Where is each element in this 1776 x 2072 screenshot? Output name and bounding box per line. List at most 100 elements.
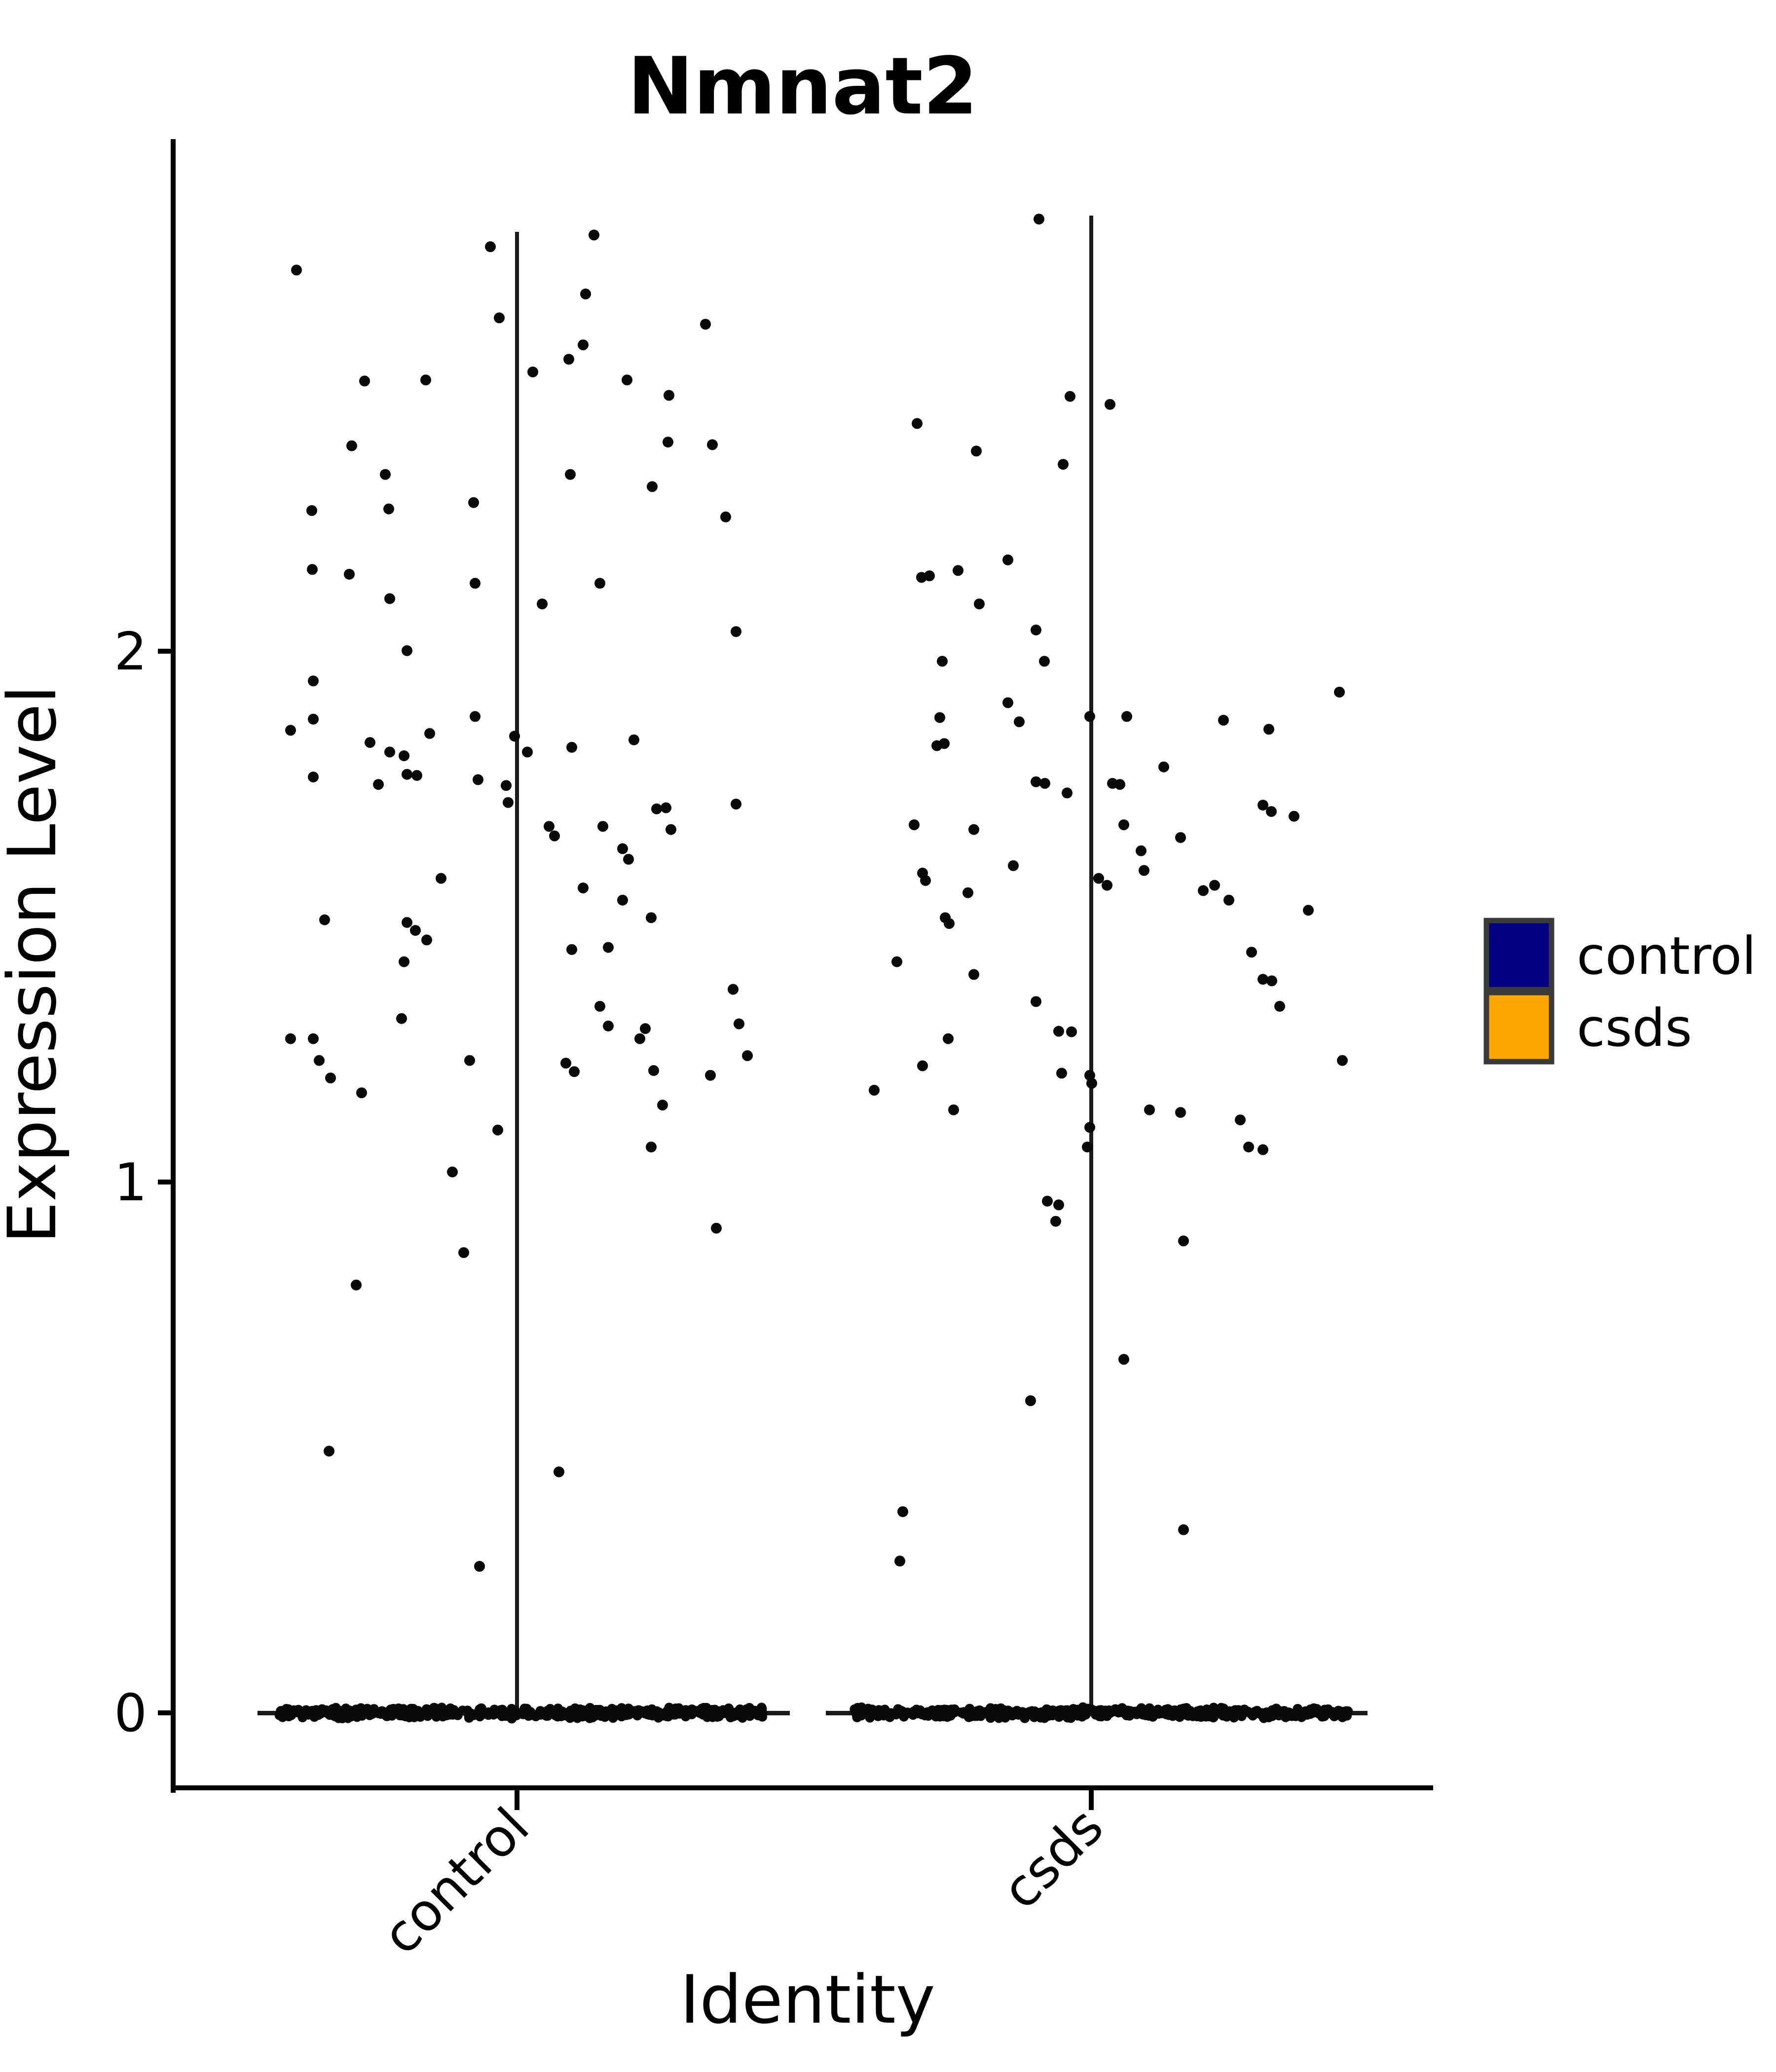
data-point — [351, 1279, 362, 1291]
violin-layer — [258, 214, 1368, 1724]
zero-data-point — [588, 1712, 598, 1723]
data-point — [1178, 1524, 1189, 1535]
data-point — [1274, 1000, 1285, 1012]
zero-data-point — [464, 1713, 474, 1723]
zero-data-point — [1144, 1710, 1154, 1721]
data-point — [1053, 1026, 1064, 1037]
data-point — [664, 390, 674, 401]
y-tick-mark — [158, 1180, 171, 1184]
data-point — [894, 1555, 905, 1567]
data-point — [1031, 625, 1041, 635]
data-point — [707, 439, 718, 450]
data-point — [1042, 1195, 1053, 1207]
data-point — [537, 598, 548, 610]
data-point — [380, 469, 391, 480]
violin-spine — [1089, 216, 1093, 1711]
zero-data-point — [1133, 1707, 1143, 1717]
zero-data-point — [927, 1705, 937, 1715]
data-point — [1084, 1122, 1095, 1133]
data-point — [700, 319, 711, 330]
data-point — [1266, 806, 1277, 817]
data-point — [623, 853, 634, 865]
zero-data-point — [591, 1704, 601, 1715]
zero-data-point — [1020, 1713, 1030, 1723]
data-point — [1053, 1199, 1064, 1211]
zero-data-point — [756, 1702, 767, 1713]
data-point — [308, 713, 319, 725]
data-point — [470, 578, 481, 589]
data-point — [436, 873, 446, 884]
data-point — [734, 1018, 744, 1030]
data-point — [742, 1050, 753, 1061]
data-point — [1118, 1354, 1129, 1365]
data-point — [494, 312, 505, 324]
data-point — [944, 918, 955, 929]
x-tick-label: control — [371, 1796, 541, 1966]
data-point — [634, 1033, 645, 1044]
data-point — [1337, 1055, 1348, 1066]
data-point — [968, 969, 979, 980]
data-point — [1223, 894, 1234, 906]
zero-data-point — [999, 1710, 1010, 1721]
data-point — [569, 1066, 580, 1077]
data-point — [1102, 880, 1112, 891]
data-point — [501, 780, 512, 791]
data-point — [1198, 885, 1209, 896]
zero-data-point — [437, 1702, 447, 1713]
zero-data-point — [941, 1704, 952, 1715]
data-point — [1008, 860, 1019, 871]
data-point — [617, 843, 628, 854]
zero-data-point — [451, 1709, 462, 1720]
data-point — [1034, 214, 1044, 225]
zero-data-point — [893, 1704, 903, 1714]
data-point — [1158, 761, 1169, 773]
data-point — [646, 912, 657, 924]
data-point — [720, 511, 731, 522]
zero-data-point — [344, 1707, 354, 1718]
data-point — [1066, 1026, 1077, 1037]
data-point — [1014, 716, 1025, 728]
data-point — [594, 578, 605, 589]
data-point — [474, 1561, 485, 1572]
data-point — [924, 570, 935, 582]
zero-data-point — [627, 1706, 637, 1716]
data-point — [285, 725, 296, 736]
zero-data-point — [672, 1704, 682, 1714]
zero-data-point — [701, 1702, 711, 1713]
y-tick-label: 1 — [114, 1152, 147, 1213]
data-point — [1086, 1077, 1097, 1089]
data-point — [285, 1033, 296, 1044]
zero-data-point — [1324, 1707, 1334, 1718]
data-point — [1303, 905, 1314, 916]
zero-data-point — [551, 1710, 561, 1721]
data-point — [597, 821, 608, 832]
data-point — [666, 824, 676, 835]
data-point — [711, 1222, 722, 1234]
zero-data-point — [1313, 1707, 1324, 1717]
zero-data-point — [1077, 1711, 1087, 1722]
data-point — [974, 598, 985, 610]
data-point — [383, 503, 394, 515]
data-point — [464, 1055, 475, 1066]
zero-data-point — [959, 1707, 969, 1717]
data-point — [651, 803, 662, 814]
data-point — [420, 374, 431, 386]
data-point — [458, 1247, 469, 1258]
chart-title: Nmnat2 — [628, 40, 978, 132]
data-point — [617, 894, 628, 906]
data-point — [563, 354, 574, 365]
data-point — [937, 656, 948, 667]
zero-data-point — [867, 1709, 877, 1719]
data-point — [629, 734, 639, 745]
zero-data-point — [1113, 1706, 1123, 1717]
zero-data-point — [1273, 1708, 1284, 1718]
data-point — [1093, 873, 1104, 884]
zero-data-point — [601, 1706, 611, 1716]
zero-data-point — [885, 1712, 895, 1722]
data-point — [1243, 1142, 1254, 1152]
y-tick-label: 0 — [114, 1683, 147, 1743]
zero-data-point — [1096, 1711, 1107, 1722]
data-point — [421, 934, 432, 946]
